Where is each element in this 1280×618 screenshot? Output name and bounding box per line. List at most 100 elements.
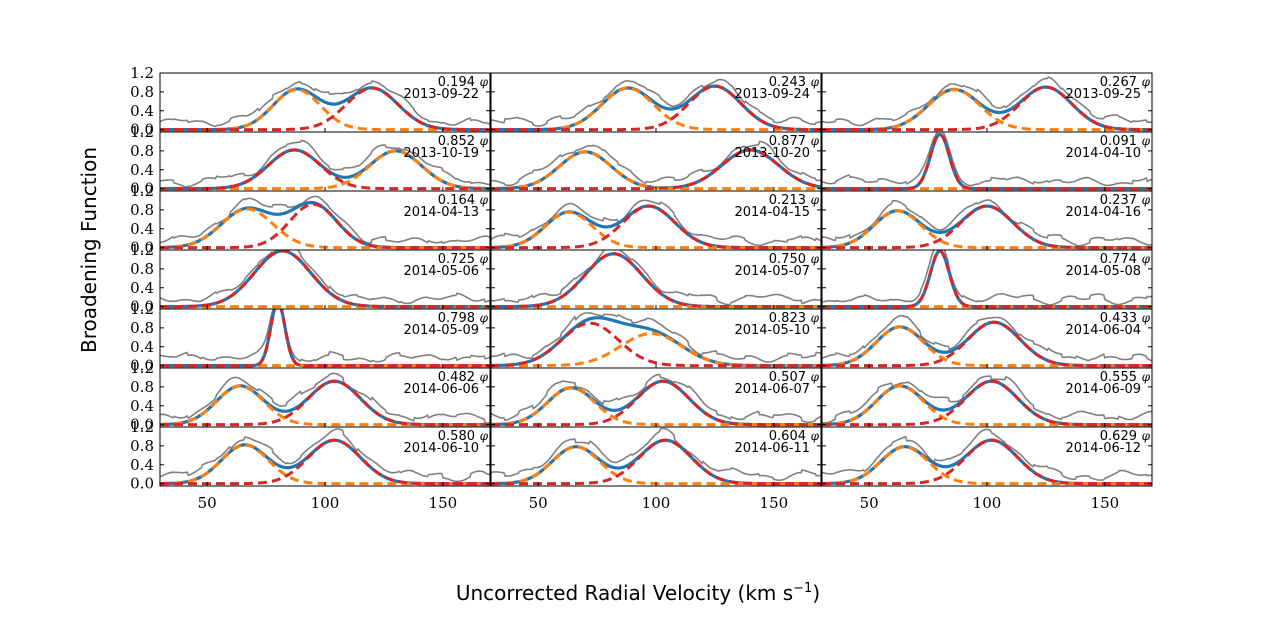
y-tick-label: 0.8 bbox=[130, 142, 154, 160]
phi-symbol: φ bbox=[811, 134, 820, 148]
date-label: 2014-06-07 bbox=[734, 382, 810, 397]
observed-bf-line bbox=[822, 250, 1152, 306]
observed-bf-line bbox=[160, 372, 490, 424]
observed-bf-line bbox=[491, 140, 821, 187]
y-tick-label: 0.4 bbox=[130, 397, 154, 415]
phi-symbol: φ bbox=[1142, 311, 1151, 325]
y-tick-label: 0.0 bbox=[130, 180, 154, 198]
observed-bf-line bbox=[160, 139, 490, 188]
primary-component-line bbox=[491, 204, 821, 250]
date-label: 2013-10-19 bbox=[403, 146, 479, 161]
phi-symbol: φ bbox=[480, 193, 489, 207]
phase-label: 0.267 bbox=[1100, 75, 1137, 90]
date-label: 2014-04-13 bbox=[403, 205, 479, 220]
phi-symbol: φ bbox=[811, 370, 820, 384]
phi-symbol: φ bbox=[811, 193, 820, 207]
observed-bf-line bbox=[822, 132, 1152, 187]
phase-label: 0.798 bbox=[438, 311, 475, 326]
date-label: 2014-05-06 bbox=[403, 264, 479, 279]
x-tick-label: 150 bbox=[1091, 494, 1120, 512]
phi-symbol: φ bbox=[811, 311, 820, 325]
y-tick-label: 0.8 bbox=[130, 319, 154, 337]
panel-curves bbox=[822, 76, 1152, 132]
phase-label: 0.852 bbox=[438, 134, 475, 149]
date-label: 2014-05-09 bbox=[403, 323, 479, 338]
phase-label: 0.194 bbox=[438, 75, 475, 90]
y-tick-label: 0.4 bbox=[130, 220, 154, 238]
primary-component-line bbox=[822, 379, 1152, 427]
phase-label: 0.774 bbox=[1100, 252, 1137, 267]
observed-bf-line bbox=[491, 199, 821, 247]
phi-symbol: φ bbox=[480, 311, 489, 325]
y-tick-label: 0.8 bbox=[130, 201, 154, 219]
y-tick-label: 0.4 bbox=[130, 161, 154, 179]
observed-bf-line bbox=[491, 427, 821, 481]
date-label: 2014-04-16 bbox=[1065, 205, 1141, 220]
primary-component-line bbox=[160, 438, 490, 486]
date-label: 2013-10-20 bbox=[734, 146, 810, 161]
phase-label: 0.507 bbox=[769, 370, 806, 385]
date-label: 2014-04-10 bbox=[1065, 146, 1141, 161]
x-tick-label: 150 bbox=[760, 494, 789, 512]
phi-symbol: φ bbox=[811, 252, 820, 266]
y-tick-label: 0.0 bbox=[130, 298, 154, 316]
phi-symbol: φ bbox=[1142, 134, 1151, 148]
y-tick-label: 0.4 bbox=[130, 338, 154, 356]
phi-symbol: φ bbox=[1142, 252, 1151, 266]
phase-label: 0.237 bbox=[1100, 193, 1137, 208]
phase-label: 0.629 bbox=[1100, 429, 1137, 444]
primary-component-line bbox=[491, 252, 821, 309]
phi-symbol: φ bbox=[480, 134, 489, 148]
y-tick-label: 0.8 bbox=[130, 378, 154, 396]
observed-bf-line bbox=[822, 314, 1152, 362]
y-tick-label: 1.2 bbox=[130, 241, 154, 259]
phase-label: 0.091 bbox=[1100, 134, 1137, 149]
y-tick-label: 0.8 bbox=[130, 83, 154, 101]
phase-label: 0.433 bbox=[1100, 311, 1137, 326]
date-label: 2014-05-10 bbox=[734, 323, 810, 338]
panel-curves bbox=[491, 78, 821, 132]
observed-bf-line bbox=[160, 428, 490, 483]
observed-bf-line bbox=[160, 195, 490, 244]
panel-curves bbox=[491, 312, 821, 368]
y-tick-label: 0.4 bbox=[130, 456, 154, 474]
x-tick-label: 100 bbox=[642, 494, 671, 512]
date-label: 2014-05-07 bbox=[734, 264, 810, 279]
y-tick-label: 1.2 bbox=[130, 64, 154, 82]
x-axis-title: Uncorrected Radial Velocity (km s−1) bbox=[456, 581, 820, 605]
date-label: 2013-09-22 bbox=[403, 87, 479, 102]
panel-curves bbox=[491, 199, 821, 250]
date-label: 2013-09-25 bbox=[1065, 87, 1141, 102]
y-axis-title: Broadening Function bbox=[77, 147, 101, 353]
primary-component-line bbox=[491, 321, 821, 368]
observed-bf-line bbox=[491, 78, 821, 127]
x-axis-title-superscript: −1 bbox=[793, 581, 812, 596]
date-label: 2013-09-24 bbox=[734, 87, 810, 102]
y-tick-label: 1.2 bbox=[130, 300, 154, 318]
observed-bf-line bbox=[160, 250, 490, 305]
date-label: 2014-06-12 bbox=[1065, 441, 1141, 456]
panel-curves bbox=[160, 139, 490, 191]
y-tick-label: 0.4 bbox=[130, 102, 154, 120]
primary-component-line bbox=[822, 204, 1152, 250]
x-axis-title-main: Uncorrected Radial Velocity (km s bbox=[456, 581, 793, 605]
phase-label: 0.725 bbox=[438, 252, 475, 267]
